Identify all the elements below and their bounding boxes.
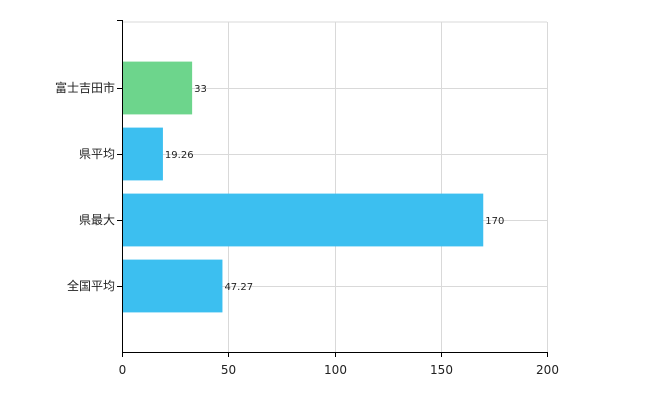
y-tick-label: 県平均 — [79, 147, 115, 161]
bars — [122, 61, 484, 313]
x-tick-label: 50 — [221, 363, 236, 377]
labels: 33 富士吉田市 19.26 県平均 170 県最大 47.27 全国平均 0 50 100 150 2… — [55, 80, 559, 377]
x-tick-label: 0 — [119, 363, 127, 377]
data-label: 47.27 — [224, 282, 253, 293]
data-label: 170 — [485, 216, 504, 227]
axes — [117, 20, 548, 357]
bar — [122, 193, 484, 247]
grid-lines — [122, 21, 548, 352]
bar — [122, 61, 193, 115]
x-tick-label: 100 — [324, 363, 347, 377]
y-tick-label: 県最大 — [79, 213, 115, 227]
x-tick-label: 200 — [536, 363, 559, 377]
y-tick-label: 富士吉田市 — [55, 80, 115, 95]
bar — [122, 127, 163, 181]
x-tick-label: 150 — [430, 363, 453, 377]
data-label: 33 — [194, 84, 207, 95]
y-tick-label: 全国平均 — [67, 278, 115, 293]
bar — [122, 259, 223, 313]
data-label: 19.26 — [165, 150, 194, 161]
